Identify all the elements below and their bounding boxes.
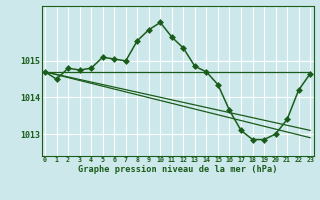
X-axis label: Graphe pression niveau de la mer (hPa): Graphe pression niveau de la mer (hPa) xyxy=(78,165,277,174)
